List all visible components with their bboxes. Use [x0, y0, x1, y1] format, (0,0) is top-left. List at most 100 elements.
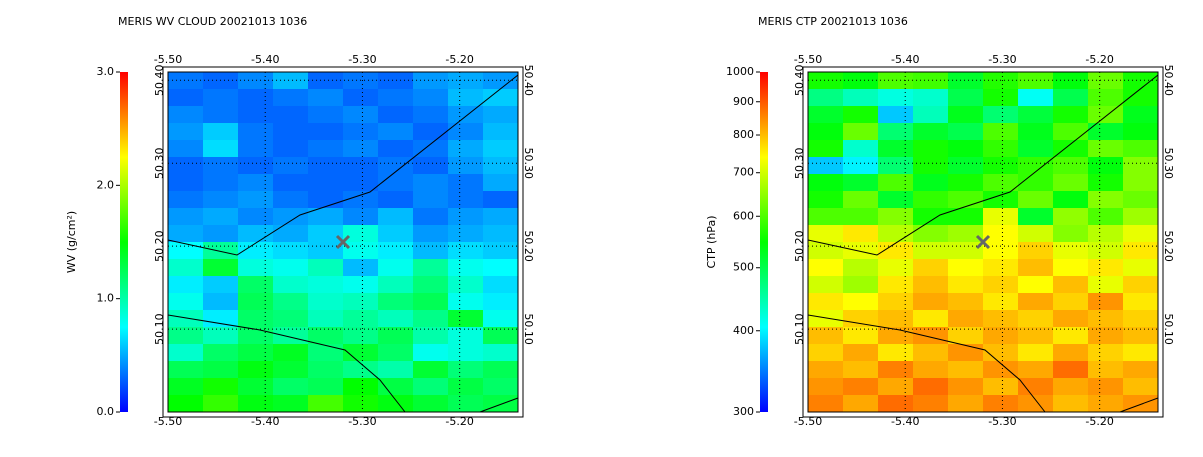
cell [483, 123, 519, 141]
cell [203, 89, 239, 107]
cell [1088, 276, 1124, 294]
cell [203, 310, 239, 328]
y-tick-label: 50.20 [153, 230, 166, 262]
cell [983, 123, 1019, 141]
cell [448, 327, 484, 345]
cell [238, 276, 274, 294]
location-marker [335, 234, 351, 250]
cell [168, 208, 204, 226]
cell [273, 157, 309, 175]
cell [913, 225, 949, 243]
cell [238, 361, 274, 379]
cell [483, 327, 519, 345]
cell [913, 106, 949, 124]
colorbar-tick-label: 1000 [726, 65, 754, 78]
cell [308, 276, 344, 294]
cell [168, 72, 204, 90]
cell [378, 344, 414, 362]
cell [483, 395, 519, 413]
cell [983, 293, 1019, 311]
cell [343, 157, 379, 175]
x-tick-label: -5.50 [794, 415, 822, 428]
cell [1018, 327, 1054, 345]
cell [483, 191, 519, 209]
cell [913, 208, 949, 226]
cell [1123, 208, 1159, 226]
cell [808, 72, 844, 90]
cell [1018, 208, 1054, 226]
x-tick-label: -5.40 [891, 53, 919, 66]
cell [343, 310, 379, 328]
y-tick-label: 50.40 [793, 65, 806, 97]
cell [413, 293, 449, 311]
cell [948, 174, 984, 192]
cell [878, 395, 914, 413]
cell [238, 395, 274, 413]
cell [1018, 293, 1054, 311]
cell [413, 242, 449, 260]
cell [1088, 293, 1124, 311]
cell [1053, 157, 1089, 175]
cell [878, 106, 914, 124]
cell [273, 344, 309, 362]
cell [1123, 123, 1159, 141]
x-tick-label: -5.50 [794, 53, 822, 66]
cell [168, 174, 204, 192]
cell [378, 242, 414, 260]
coastline [1119, 397, 1159, 413]
cell [948, 225, 984, 243]
cell [913, 344, 949, 362]
overlay [807, 74, 1159, 413]
cell [843, 89, 879, 107]
cell [378, 157, 414, 175]
cell [168, 293, 204, 311]
cell [843, 191, 879, 209]
cell [1053, 174, 1089, 192]
cell [1053, 208, 1089, 226]
cell [238, 378, 274, 396]
cell [808, 140, 844, 158]
cell [308, 344, 344, 362]
y-tick-label: 50.40 [1162, 65, 1175, 97]
cell [273, 106, 309, 124]
x-tick-label: -5.50 [154, 53, 182, 66]
cell [983, 276, 1019, 294]
cell [1018, 123, 1054, 141]
heatmap [808, 72, 1159, 413]
cell [308, 259, 344, 277]
coastline [167, 314, 406, 413]
y-tick-label: 50.30 [793, 147, 806, 179]
colorbar [120, 72, 128, 412]
cell [948, 89, 984, 107]
colorbar [760, 72, 768, 412]
colorbar-tick-label: 900 [733, 95, 754, 108]
cell [1123, 157, 1159, 175]
colorbar-label: CTP (hPa) [705, 216, 718, 269]
cell [843, 276, 879, 294]
cell [378, 378, 414, 396]
cell [238, 225, 274, 243]
cell [413, 140, 449, 158]
cell [1123, 259, 1159, 277]
cell [308, 123, 344, 141]
cell [913, 242, 949, 260]
x-tick-label: -5.50 [154, 415, 182, 428]
cell [168, 259, 204, 277]
cell [1053, 225, 1089, 243]
cell [168, 225, 204, 243]
cell [308, 208, 344, 226]
cell [1123, 276, 1159, 294]
cell [913, 140, 949, 158]
cell [913, 395, 949, 413]
y-tick-label: 50.10 [522, 313, 535, 345]
cell [1123, 106, 1159, 124]
cell [1088, 72, 1124, 90]
cell [448, 310, 484, 328]
cell [878, 344, 914, 362]
cell [878, 191, 914, 209]
cell [483, 293, 519, 311]
cell [948, 123, 984, 141]
y-tick-label: 50.10 [1162, 313, 1175, 345]
cell [308, 327, 344, 345]
